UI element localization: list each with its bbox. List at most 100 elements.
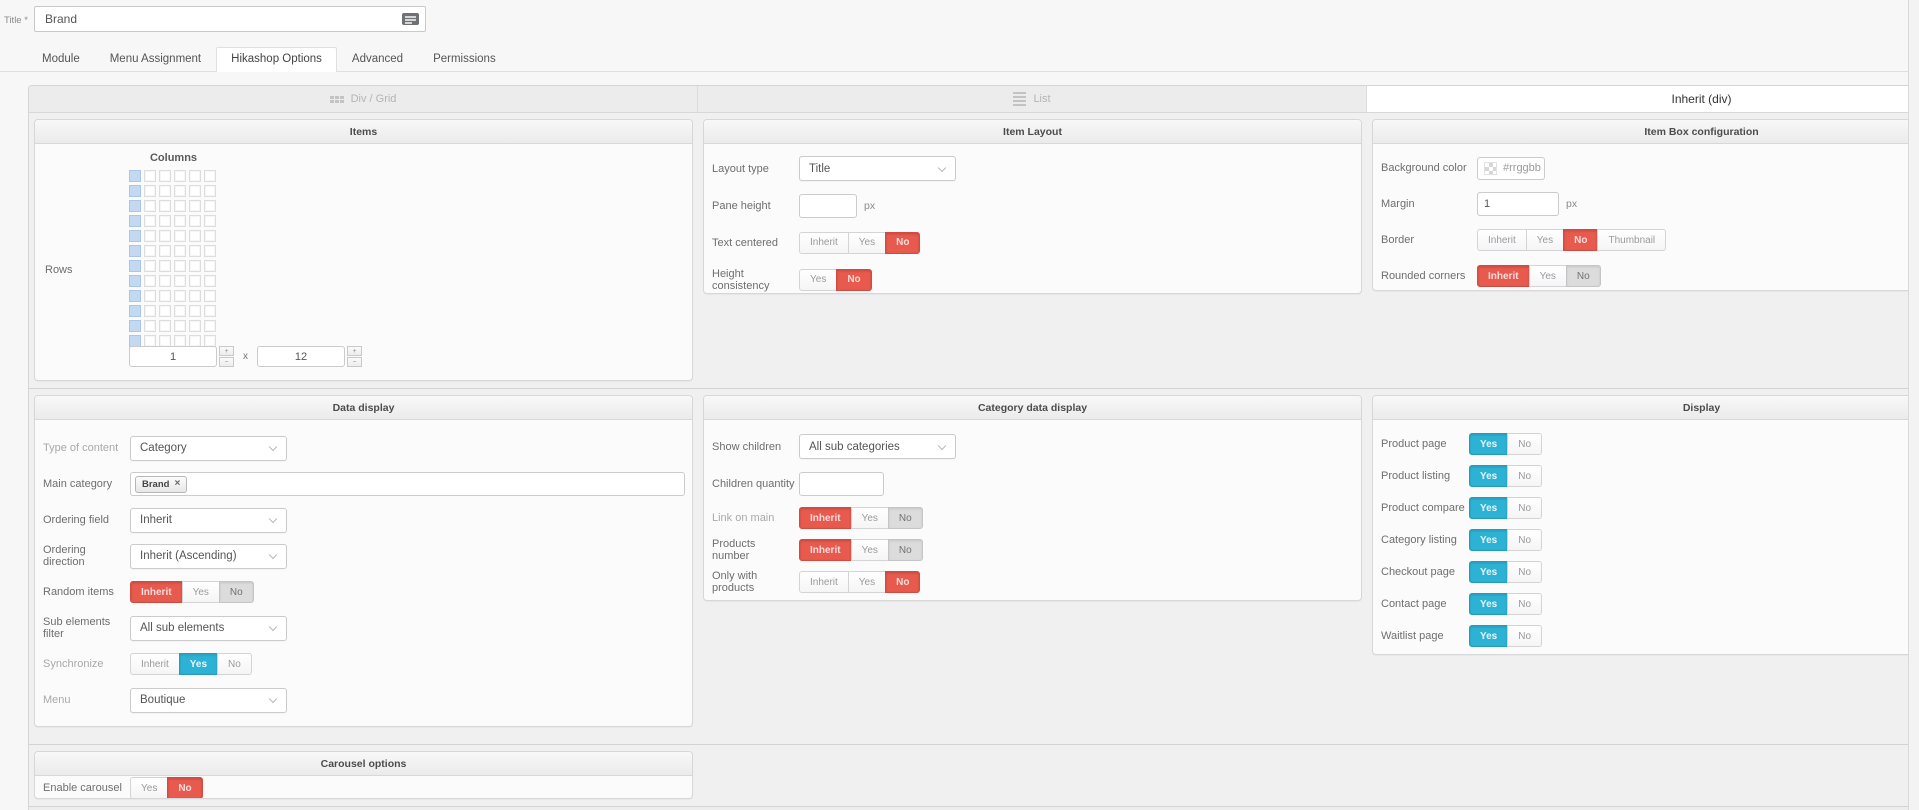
toggle-no-button[interactable]: No [217, 653, 252, 675]
tab-hikashop-options[interactable]: Hikashop Options [216, 47, 337, 72]
grid-cell[interactable] [189, 215, 201, 227]
toggle-no-button[interactable]: No [1507, 433, 1543, 455]
grid-cell[interactable] [204, 275, 216, 287]
toggle-yes-button[interactable]: Yes [847, 231, 887, 254]
grid-cell[interactable] [189, 245, 201, 257]
tab-module[interactable]: Module [42, 53, 80, 65]
grid-cell[interactable] [174, 275, 186, 287]
toggle-no-button[interactable]: No [1507, 529, 1543, 551]
grid-cell[interactable] [159, 275, 171, 287]
toggle-yes-button[interactable]: Yes [847, 571, 887, 593]
type-option-div-grid[interactable]: Div / Grid [29, 86, 698, 112]
toggle-yes-button[interactable]: Yes [178, 653, 219, 675]
grid-cell[interactable] [159, 185, 171, 197]
grid-cell[interactable] [174, 305, 186, 317]
grid-cell[interactable] [189, 305, 201, 317]
tab-advanced[interactable]: Advanced [351, 53, 404, 65]
toggle-yes-button[interactable]: Yes [1469, 497, 1509, 519]
grid-cell[interactable] [174, 320, 186, 332]
ordering-direction-select[interactable]: Inherit (Ascending) [130, 543, 287, 569]
toggle-yes-button[interactable]: Yes [1469, 593, 1509, 615]
toggle-yes-button[interactable]: Yes [1525, 229, 1565, 251]
title-input[interactable] [34, 6, 426, 32]
grid-cell[interactable] [189, 230, 201, 242]
grid-cell[interactable] [144, 170, 156, 182]
children-quantity-input[interactable] [799, 471, 884, 496]
keyboard-icon[interactable] [402, 13, 419, 25]
grid-cell[interactable] [204, 170, 216, 182]
grid-cell[interactable] [189, 290, 201, 302]
toggle-no-button[interactable]: No [885, 231, 921, 254]
toggle-yes-button[interactable]: Yes [1469, 433, 1509, 455]
toggle-no-button[interactable]: No [167, 777, 203, 798]
grid-cell[interactable] [159, 245, 171, 257]
toggle-yes-button[interactable]: Yes [850, 539, 889, 561]
rows-count-input[interactable] [257, 346, 345, 367]
toggle-no-button[interactable]: No [1507, 465, 1543, 487]
pane-height-input[interactable] [799, 193, 857, 218]
toggle-no-button[interactable]: No [887, 539, 923, 561]
grid-cell[interactable] [204, 290, 216, 302]
grid-cell[interactable] [159, 260, 171, 272]
grid-cell[interactable] [144, 215, 156, 227]
grid-cell[interactable] [174, 200, 186, 212]
show-children-select[interactable]: All sub categories [799, 434, 956, 459]
grid-cell[interactable] [189, 170, 201, 182]
type-of-content-select[interactable]: Category [130, 435, 287, 461]
grid-cell[interactable] [129, 305, 141, 317]
remove-tag-icon[interactable]: × [174, 478, 181, 489]
toggle-yes-button[interactable]: Yes [850, 507, 889, 529]
toggle-yes-button[interactable]: Yes [181, 581, 220, 603]
grid-cell[interactable] [129, 185, 141, 197]
grid-cell[interactable] [204, 305, 216, 317]
grid-cell[interactable] [129, 245, 141, 257]
grid-cell[interactable] [144, 290, 156, 302]
grid-cell[interactable] [129, 230, 141, 242]
grid-cell[interactable] [159, 215, 171, 227]
grid-cell[interactable] [159, 290, 171, 302]
background-color-input[interactable]: #rrggbb [1477, 156, 1545, 180]
grid-cell[interactable] [189, 200, 201, 212]
grid-cell[interactable] [174, 260, 186, 272]
grid-cell[interactable] [174, 245, 186, 257]
grid-cell[interactable] [189, 185, 201, 197]
grid-cell[interactable] [159, 320, 171, 332]
toggle-inherit-button[interactable]: Inherit [130, 653, 180, 675]
toggle-inherit-button[interactable]: Inherit [799, 507, 852, 529]
toggle-yes-button[interactable]: Yes [1469, 625, 1509, 647]
grid-cell[interactable] [159, 305, 171, 317]
tab-menu-assignment[interactable]: Menu Assignment [109, 53, 202, 65]
grid-cell[interactable] [144, 245, 156, 257]
toggle-no-button[interactable]: No [218, 581, 254, 603]
toggle-no-button[interactable]: No [1507, 625, 1543, 647]
toggle-inherit-button[interactable]: Inherit [1477, 265, 1530, 287]
grid-cell[interactable] [129, 170, 141, 182]
toggle-inherit-button[interactable]: Inherit [130, 581, 183, 603]
grid-cell[interactable] [204, 200, 216, 212]
toggle-no-button[interactable]: No [1565, 265, 1601, 287]
toggle-yes-button[interactable]: Yes [1469, 529, 1509, 551]
grid-cell[interactable] [129, 275, 141, 287]
grid-cell[interactable] [204, 245, 216, 257]
toggle-no-button[interactable]: No [836, 268, 872, 291]
grid-cell[interactable] [174, 230, 186, 242]
toggle-no-button[interactable]: No [1507, 497, 1543, 519]
main-category-input[interactable]: Brand × [130, 472, 685, 496]
toggle-inherit-button[interactable]: Inherit [799, 231, 849, 254]
type-option-inherit-div[interactable]: Inherit (div) [1367, 86, 1919, 112]
grid-cell[interactable] [189, 275, 201, 287]
toggle-no-button[interactable]: No [885, 571, 921, 593]
menu-select[interactable]: Boutique [130, 687, 287, 713]
ordering-field-select[interactable]: Inherit [130, 507, 287, 533]
layout-type-select[interactable]: Title [799, 156, 956, 181]
toggle-no-button[interactable]: No [1507, 593, 1543, 615]
toggle-thumbnail-button[interactable]: Thumbnail [1597, 229, 1667, 251]
stepper-up-button[interactable]: + [219, 346, 234, 356]
tab-permissions[interactable]: Permissions [433, 53, 496, 65]
grid-cell[interactable] [174, 170, 186, 182]
stepper-up-button[interactable]: + [347, 346, 362, 356]
toggle-no-button[interactable]: No [1507, 561, 1543, 583]
toggle-inherit-button[interactable]: Inherit [1477, 229, 1527, 251]
grid-cell[interactable] [174, 290, 186, 302]
grid-cell[interactable] [129, 200, 141, 212]
